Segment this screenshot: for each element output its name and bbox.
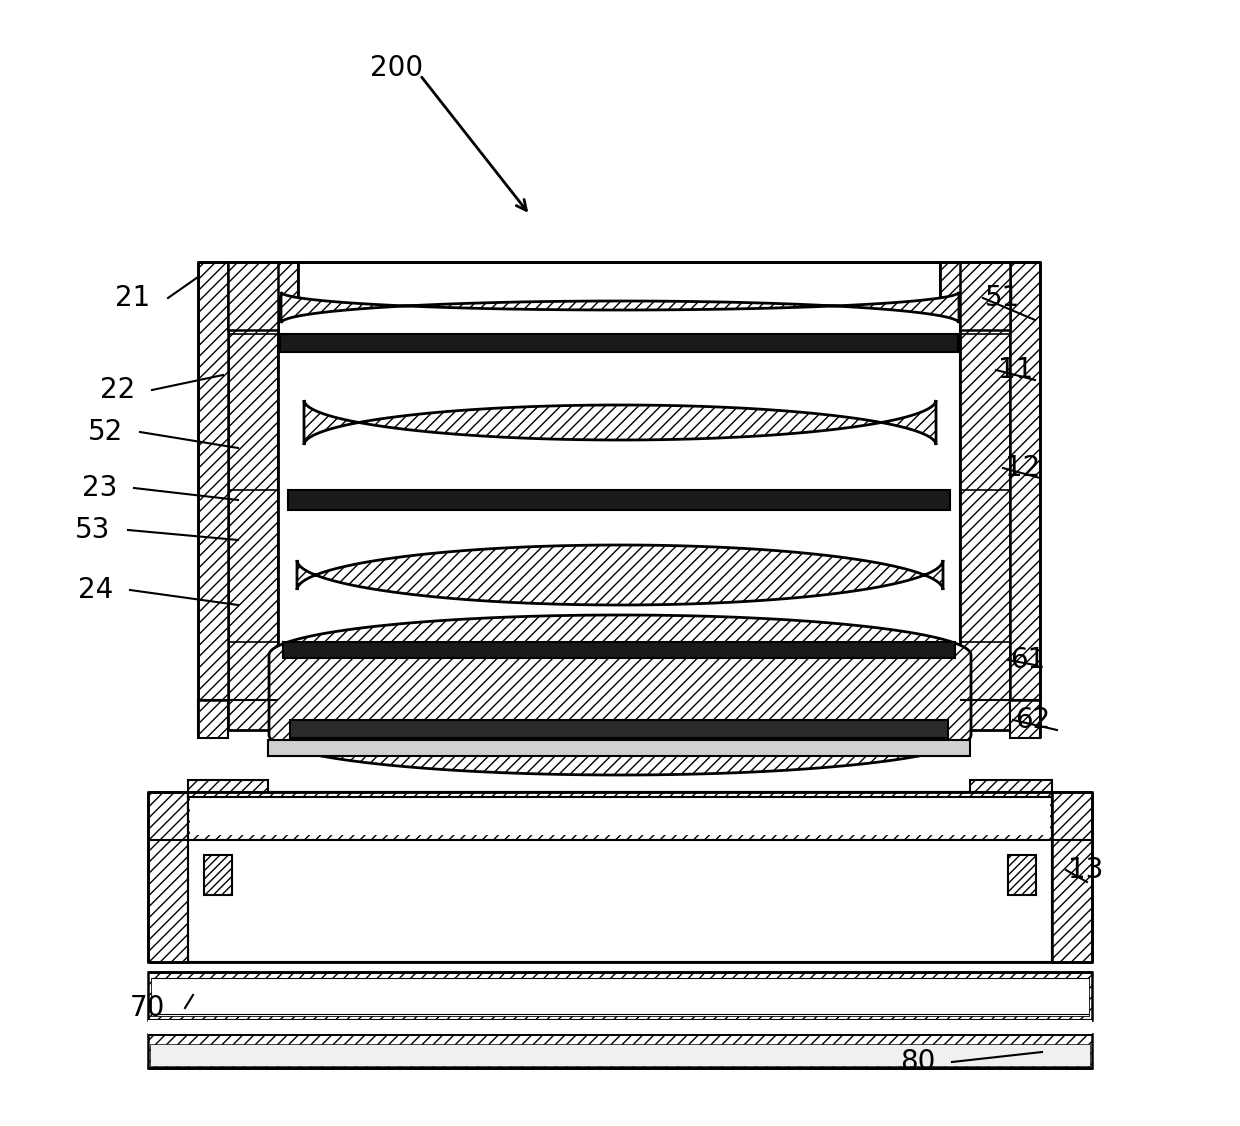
Bar: [288, 490, 950, 510]
Text: 22: 22: [100, 376, 135, 404]
Polygon shape: [228, 262, 298, 730]
Text: 12: 12: [1004, 454, 1040, 482]
Bar: [150, 1044, 1090, 1066]
Polygon shape: [1011, 262, 1040, 700]
Bar: [283, 642, 955, 658]
Polygon shape: [281, 292, 959, 323]
Polygon shape: [304, 400, 936, 445]
Polygon shape: [1008, 855, 1035, 895]
Text: 52: 52: [88, 418, 123, 446]
Polygon shape: [1011, 700, 1040, 738]
Polygon shape: [960, 262, 1011, 330]
Polygon shape: [298, 545, 942, 605]
Polygon shape: [188, 780, 268, 792]
Bar: [148, 1020, 1092, 1034]
Text: 51: 51: [985, 284, 1021, 312]
Text: 21: 21: [115, 284, 150, 312]
Text: 70: 70: [130, 994, 165, 1022]
Bar: [280, 334, 959, 352]
Polygon shape: [198, 262, 228, 700]
Text: 23: 23: [82, 474, 118, 502]
Bar: [188, 792, 1052, 840]
Polygon shape: [269, 615, 971, 775]
Polygon shape: [188, 262, 298, 792]
Text: 62: 62: [1016, 706, 1050, 734]
Polygon shape: [940, 262, 1011, 730]
Polygon shape: [148, 792, 188, 962]
Bar: [148, 1034, 1092, 1067]
Bar: [151, 978, 1089, 1016]
Text: 61: 61: [1011, 646, 1045, 674]
Text: 200: 200: [370, 54, 423, 82]
Bar: [268, 740, 970, 756]
Text: 24: 24: [78, 577, 113, 604]
Bar: [290, 720, 949, 738]
Text: 53: 53: [74, 516, 110, 544]
Polygon shape: [940, 262, 1052, 792]
Bar: [190, 797, 1050, 835]
Bar: [188, 792, 1052, 840]
Bar: [148, 972, 1092, 1020]
Polygon shape: [1052, 792, 1092, 962]
Text: 11: 11: [998, 356, 1033, 384]
Text: 13: 13: [1068, 856, 1104, 884]
Polygon shape: [970, 780, 1052, 792]
Polygon shape: [205, 855, 232, 895]
Polygon shape: [228, 262, 278, 330]
Text: 80: 80: [900, 1048, 935, 1076]
Bar: [188, 840, 1052, 962]
Bar: [280, 328, 959, 332]
Polygon shape: [198, 700, 228, 738]
